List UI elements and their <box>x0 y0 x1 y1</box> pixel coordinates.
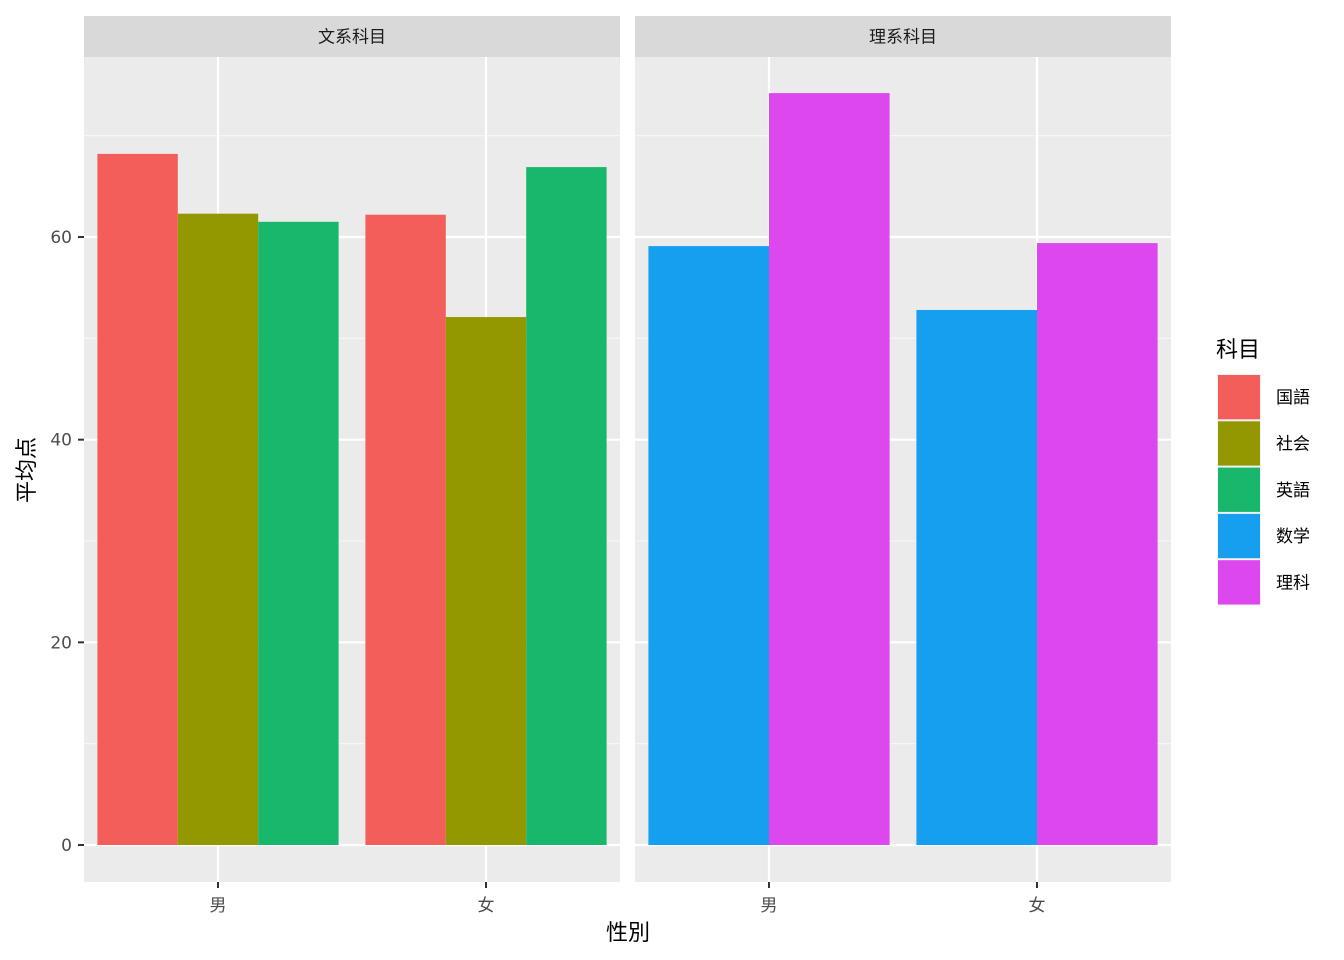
legend-title: 科目 <box>1216 338 1260 363</box>
x-tick-label: 女 <box>478 896 495 916</box>
y-axis: 0 20 40 60 <box>50 228 84 856</box>
legend-key <box>1218 375 1260 420</box>
y-tick-label: 60 <box>50 228 72 248</box>
facet-strip <box>635 16 1171 57</box>
facet-strip <box>84 16 620 57</box>
facet-strip-label: 文系科目 <box>318 28 386 48</box>
legend-label: 社会 <box>1276 434 1310 454</box>
legend-label: 数学 <box>1276 527 1310 547</box>
bar <box>916 309 1037 846</box>
x-axis-title: 性別 <box>606 921 650 946</box>
legend-key <box>1218 467 1260 512</box>
bar <box>1037 243 1158 845</box>
legend-key <box>1218 421 1260 466</box>
x-tick-label: 男 <box>210 896 227 916</box>
legend-key <box>1218 560 1260 605</box>
bar <box>769 93 890 845</box>
bar <box>365 214 446 845</box>
y-tick-label: 40 <box>50 431 72 451</box>
bar <box>258 221 339 846</box>
legend-label: 理科 <box>1276 573 1310 593</box>
bar <box>177 213 259 845</box>
bar <box>445 317 527 845</box>
x-tick-label: 男 <box>761 896 778 916</box>
legend-label: 英語 <box>1276 481 1310 501</box>
y-axis-title: 平均点 <box>15 437 40 503</box>
legend-label: 国語 <box>1276 388 1310 408</box>
bar <box>97 153 178 845</box>
legend-key <box>1218 513 1260 559</box>
y-tick-label: 0 <box>61 836 72 856</box>
x-tick-label: 女 <box>1029 896 1046 916</box>
bar <box>648 246 769 845</box>
facet-strip-label: 理系科目 <box>869 28 937 48</box>
bar <box>526 167 607 845</box>
y-tick-label: 20 <box>50 633 72 653</box>
